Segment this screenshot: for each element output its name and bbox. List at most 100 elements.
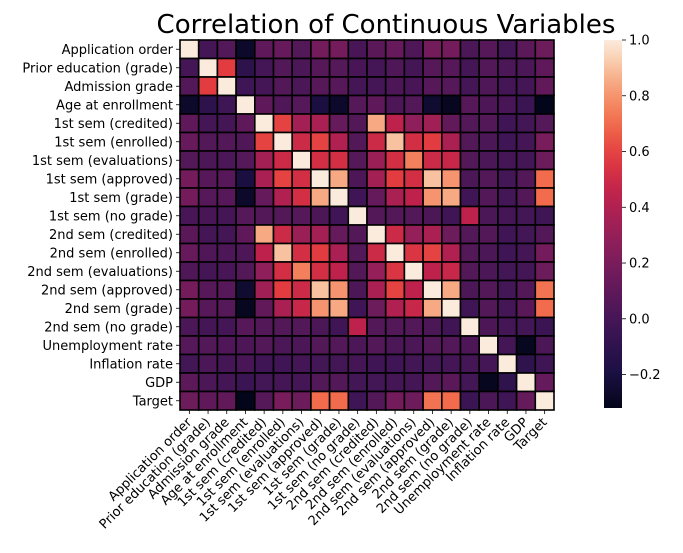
heatmap-cell (403, 335, 424, 356)
heatmap-cell (403, 353, 424, 374)
heatmap-cell (366, 372, 387, 393)
heatmap-cell (515, 187, 537, 208)
colorbar-tick-label: 0.2 (629, 257, 650, 272)
heatmap-cell (459, 390, 481, 411)
heatmap-cell (254, 261, 275, 282)
heatmap-cell (384, 205, 406, 226)
heatmap-cell (310, 353, 331, 374)
y-tick-label: 1st sem (enrolled) (54, 135, 173, 150)
heatmap-cell (272, 94, 294, 115)
heatmap-cell (254, 113, 275, 134)
heatmap-cell (459, 76, 481, 97)
heatmap-cell (497, 298, 518, 319)
heatmap-cell (534, 187, 555, 208)
heatmap-cell (347, 57, 368, 78)
heatmap-cell (422, 224, 443, 245)
heatmap-cell (440, 76, 462, 97)
heatmap-cell (216, 224, 237, 245)
heatmap-cell (497, 57, 518, 78)
heatmap-cell (328, 187, 350, 208)
heatmap-cell (403, 316, 424, 337)
heatmap-cell (478, 316, 499, 337)
heatmap-cell (310, 224, 331, 245)
heatmap-cell (440, 150, 462, 171)
heatmap-cell (310, 150, 331, 171)
heatmap-cell (366, 187, 387, 208)
y-axis-tick-labels: Application order Prior education (grade)… (22, 43, 180, 409)
heatmap-cell (254, 335, 275, 356)
heatmap-cell (254, 242, 275, 263)
heatmap-cell (347, 242, 368, 263)
heatmap-cell (478, 353, 499, 374)
heatmap-cell (291, 390, 312, 411)
heatmap-cell (422, 335, 443, 356)
heatmap-cell (179, 242, 200, 263)
heatmap-cell (403, 131, 424, 152)
heatmap-cell (216, 335, 237, 356)
heatmap-cell (254, 372, 275, 393)
heatmap-cell (328, 261, 350, 282)
heatmap-cell (366, 205, 387, 226)
heatmap-cell (515, 131, 537, 152)
heatmap-cell (515, 94, 537, 115)
colorbar: 1.0 0.8 0.6 0.4 0.2 0.0 −0.2 (604, 34, 661, 408)
heatmap-cell (534, 353, 555, 374)
heatmap-cell (497, 316, 518, 337)
heatmap-cell (459, 94, 481, 115)
heatmap-cell (347, 224, 368, 245)
heatmap-cell (272, 353, 294, 374)
heatmap-cell (459, 261, 481, 282)
heatmap-cell (515, 205, 537, 226)
heatmap-cell (534, 372, 555, 393)
heatmap-cell (459, 57, 481, 78)
heatmap-cell (328, 76, 350, 97)
heatmap-cell (440, 316, 462, 337)
heatmap-cell (440, 224, 462, 245)
heatmap-cell (384, 390, 406, 411)
colorbar-tick-label: 0.8 (629, 89, 650, 104)
heatmap-cell (515, 372, 537, 393)
heatmap-cell (366, 390, 387, 411)
heatmap-cell (459, 113, 481, 134)
heatmap-cell (254, 131, 275, 152)
heatmap-cell (328, 94, 350, 115)
heatmap-cell (291, 205, 312, 226)
heatmap-cell (235, 224, 256, 245)
heatmap-cell (384, 187, 406, 208)
heatmap-cell (197, 353, 219, 374)
heatmap-cell (497, 372, 518, 393)
heatmap-cell (235, 298, 256, 319)
heatmap-cell (272, 242, 294, 263)
heatmap-cell (459, 279, 481, 300)
heatmap-cell (272, 261, 294, 282)
heatmap-cell (291, 261, 312, 282)
heatmap-cell (291, 335, 312, 356)
heatmap-cell (216, 261, 237, 282)
heatmap-cell (291, 94, 312, 115)
heatmap-cell (515, 224, 537, 245)
heatmap-cell (291, 131, 312, 152)
heatmap-cell (197, 224, 219, 245)
heatmap-cell (459, 298, 481, 319)
heatmap-cell (197, 261, 219, 282)
heatmap-cell (497, 94, 518, 115)
heatmap-cell (216, 242, 237, 263)
heatmap-cell (254, 168, 275, 189)
heatmap-cell (272, 187, 294, 208)
heatmap-cell (515, 335, 537, 356)
heatmap-cell (310, 57, 331, 78)
heatmap-cell (216, 39, 237, 60)
heatmap-cell (254, 224, 275, 245)
heatmap-cell (478, 390, 499, 411)
heatmap-cell (534, 390, 555, 411)
heatmap-cell (216, 205, 237, 226)
heatmap-cell (534, 76, 555, 97)
heatmap-cell (272, 390, 294, 411)
heatmap-cell (216, 298, 237, 319)
heatmap-cell (197, 39, 219, 60)
heatmap-cell (422, 316, 443, 337)
heatmap-cell (328, 372, 350, 393)
heatmap-cell (197, 298, 219, 319)
heatmap-cell (384, 150, 406, 171)
heatmap-cell (534, 261, 555, 282)
